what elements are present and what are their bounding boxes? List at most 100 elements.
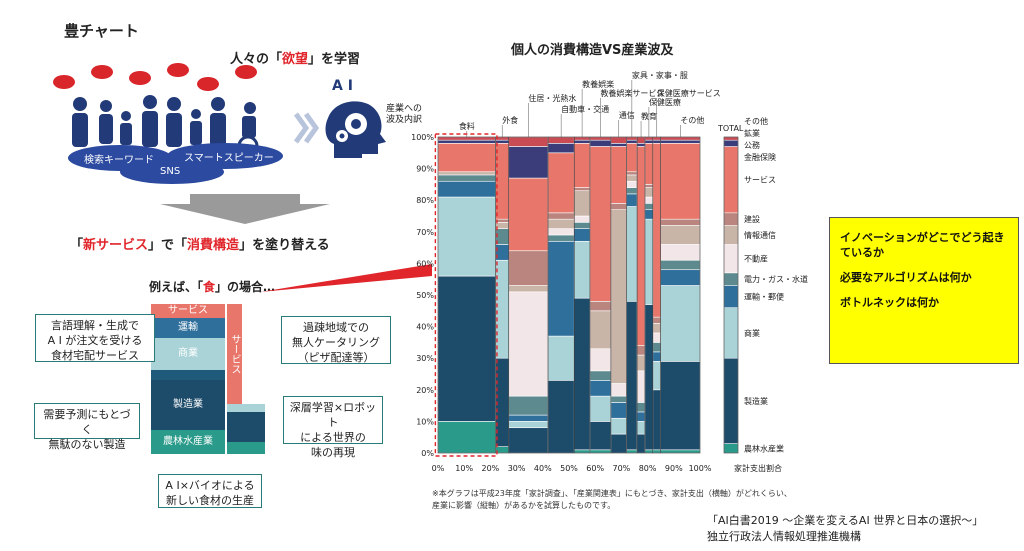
total-segment-8 [723, 146, 739, 214]
mini-right-green [227, 442, 265, 454]
bar-segment-8-12 [636, 136, 646, 144]
bar-segment-7-2 [626, 206, 638, 302]
bar-segment-11-4 [660, 259, 701, 271]
bar-segment-10-3 [652, 351, 661, 362]
ai-label: A I [332, 78, 353, 94]
learn-pre: 人々の「 [230, 52, 283, 67]
total-segment-2 [723, 307, 739, 359]
legend-label-5: 建設 [744, 214, 760, 224]
bar-segment-1-2 [495, 259, 510, 359]
legend-label-1: 鉱業 [744, 128, 760, 138]
bar-segment-10-6 [652, 323, 661, 334]
bar-segment-10-12 [652, 136, 661, 141]
key-questions-box: イノベーションがどこでどう起き ているか 必要なアルゴリズムは何か ボトルネック… [829, 217, 1019, 364]
repaint-red2: 消費構造 [187, 238, 240, 253]
question-2: 必要なアルゴリズムは何か [840, 271, 972, 284]
total-segment-9 [723, 139, 739, 147]
bar-segment-8-8 [636, 146, 646, 346]
bar-segment-2-9 [508, 146, 549, 179]
bar-segment-4-1 [573, 297, 591, 451]
bar-segment-3-2 [547, 335, 575, 381]
bar-segment-4-8 [573, 143, 591, 188]
x-tick-1: 10% [455, 464, 473, 473]
bar-segment-4-4 [573, 222, 591, 229]
bar-segment-0-0 [437, 421, 496, 454]
bar-segment-7-6 [626, 174, 638, 182]
bar-segment-9-9 [644, 139, 654, 144]
total-segment-0 [723, 443, 739, 454]
bar-segment-5-8 [589, 146, 612, 302]
bar-segment-5-0 [589, 449, 612, 454]
total-segment-3 [723, 285, 739, 308]
bar-segment-9-6 [644, 187, 654, 198]
bar-segment-4-12 [573, 136, 591, 141]
legend-label-12: 農林水産業 [744, 443, 784, 453]
category-label-9: 保健医療 [649, 97, 681, 107]
callout-delivery: 言語理解・生成で A I が注文を受ける 食材宅配サービス [35, 314, 155, 362]
source-line-2: 独立行政法人情報処理推進機構 [707, 530, 861, 543]
bar-segment-8-4 [636, 402, 646, 413]
category-label-11: その他 [680, 115, 704, 125]
x-tick-10: 100% [689, 464, 712, 473]
chart-footnote: ※本グラフは平成23年度「家計調査」、「産業関連表」にもとづき、家計支出（横軸）… [432, 489, 792, 510]
bar-segment-2-7 [508, 250, 549, 286]
bar-segment-7-9 [626, 139, 638, 144]
repaint-caption: 「新サービス」で「消費構造」を塗り替える [70, 234, 330, 253]
y-tick-10: 100% [411, 133, 434, 142]
mini-chart-right-column: サービス [227, 304, 265, 454]
y-tick-9: 90% [416, 165, 434, 174]
mini-seg-agri: 農林水産業 [151, 430, 225, 454]
bar-segment-10-9 [652, 139, 661, 144]
bar-segment-9-4 [644, 203, 654, 210]
legend-label-7: 不動産 [744, 254, 768, 264]
bar-segment-7-1 [626, 301, 638, 451]
food-highlight-box [434, 133, 498, 457]
legend-label-2: 公務 [744, 140, 760, 150]
red-wedge [260, 264, 432, 292]
bar-segment-0-12 [437, 136, 496, 141]
bar-segment-6-1 [610, 433, 627, 454]
bar-segment-0-9 [437, 139, 496, 144]
bar-segment-5-2 [589, 395, 612, 422]
page-title: 豊チャート [64, 22, 139, 40]
bar-segment-11-6 [660, 225, 701, 245]
bar-segment-10-8 [652, 143, 661, 318]
callout-robot: 深層学習×ロボット による世界の 味の再現 [283, 396, 383, 459]
total-segment-12 [723, 136, 739, 141]
bar-segment-10-2 [652, 361, 661, 391]
food-red: 食 [203, 280, 216, 294]
bar-segment-11-3 [660, 269, 701, 286]
bar-segment-4-2 [573, 240, 591, 299]
bar-segment-3-7 [547, 212, 575, 220]
bar-segment-11-0 [660, 449, 701, 454]
callout-delivery-text: 言語理解・生成で A I が注文を受ける 食材宅配サービス [47, 319, 143, 362]
bar-segment-6-9 [610, 143, 627, 147]
repaint-mid: 」で「 [148, 238, 188, 253]
mini-seg-dark [151, 370, 225, 380]
bar-segment-11-7 [660, 218, 701, 226]
bar-segment-6-6 [610, 209, 627, 384]
x-tick-7: 70% [613, 464, 631, 473]
bar-segment-8-5 [636, 370, 646, 403]
bar-segment-10-0 [652, 449, 661, 454]
mini-right-dark [227, 412, 265, 442]
bar-segment-5-5 [589, 348, 612, 372]
bar-segment-10-5 [652, 332, 661, 343]
bar-segment-11-8 [660, 143, 701, 220]
bar-segment-2-4 [508, 395, 549, 416]
bar-segment-10-7 [652, 316, 661, 324]
category-label-7: 家具・家事・服 [632, 70, 688, 80]
total-segment-7 [723, 212, 739, 226]
bar-segment-7-8 [626, 143, 638, 173]
callout-catering: 過疎地域での 無人ケータリング （ピザ配達等） [281, 316, 391, 364]
down-arrow-icon [160, 194, 330, 224]
legend-label-0: その他 [744, 116, 768, 126]
bar-segment-11-9 [660, 139, 701, 144]
learn-desire-caption: 人々の「欲望」を学習 [230, 48, 360, 67]
bar-segment-9-1 [644, 304, 654, 451]
bar-segment-2-3 [508, 414, 549, 422]
repaint-red1: 新サービス [83, 238, 149, 253]
total-segment-1 [723, 357, 739, 444]
bar-segment-3-6 [547, 218, 575, 229]
bar-segment-6-8 [610, 146, 627, 204]
